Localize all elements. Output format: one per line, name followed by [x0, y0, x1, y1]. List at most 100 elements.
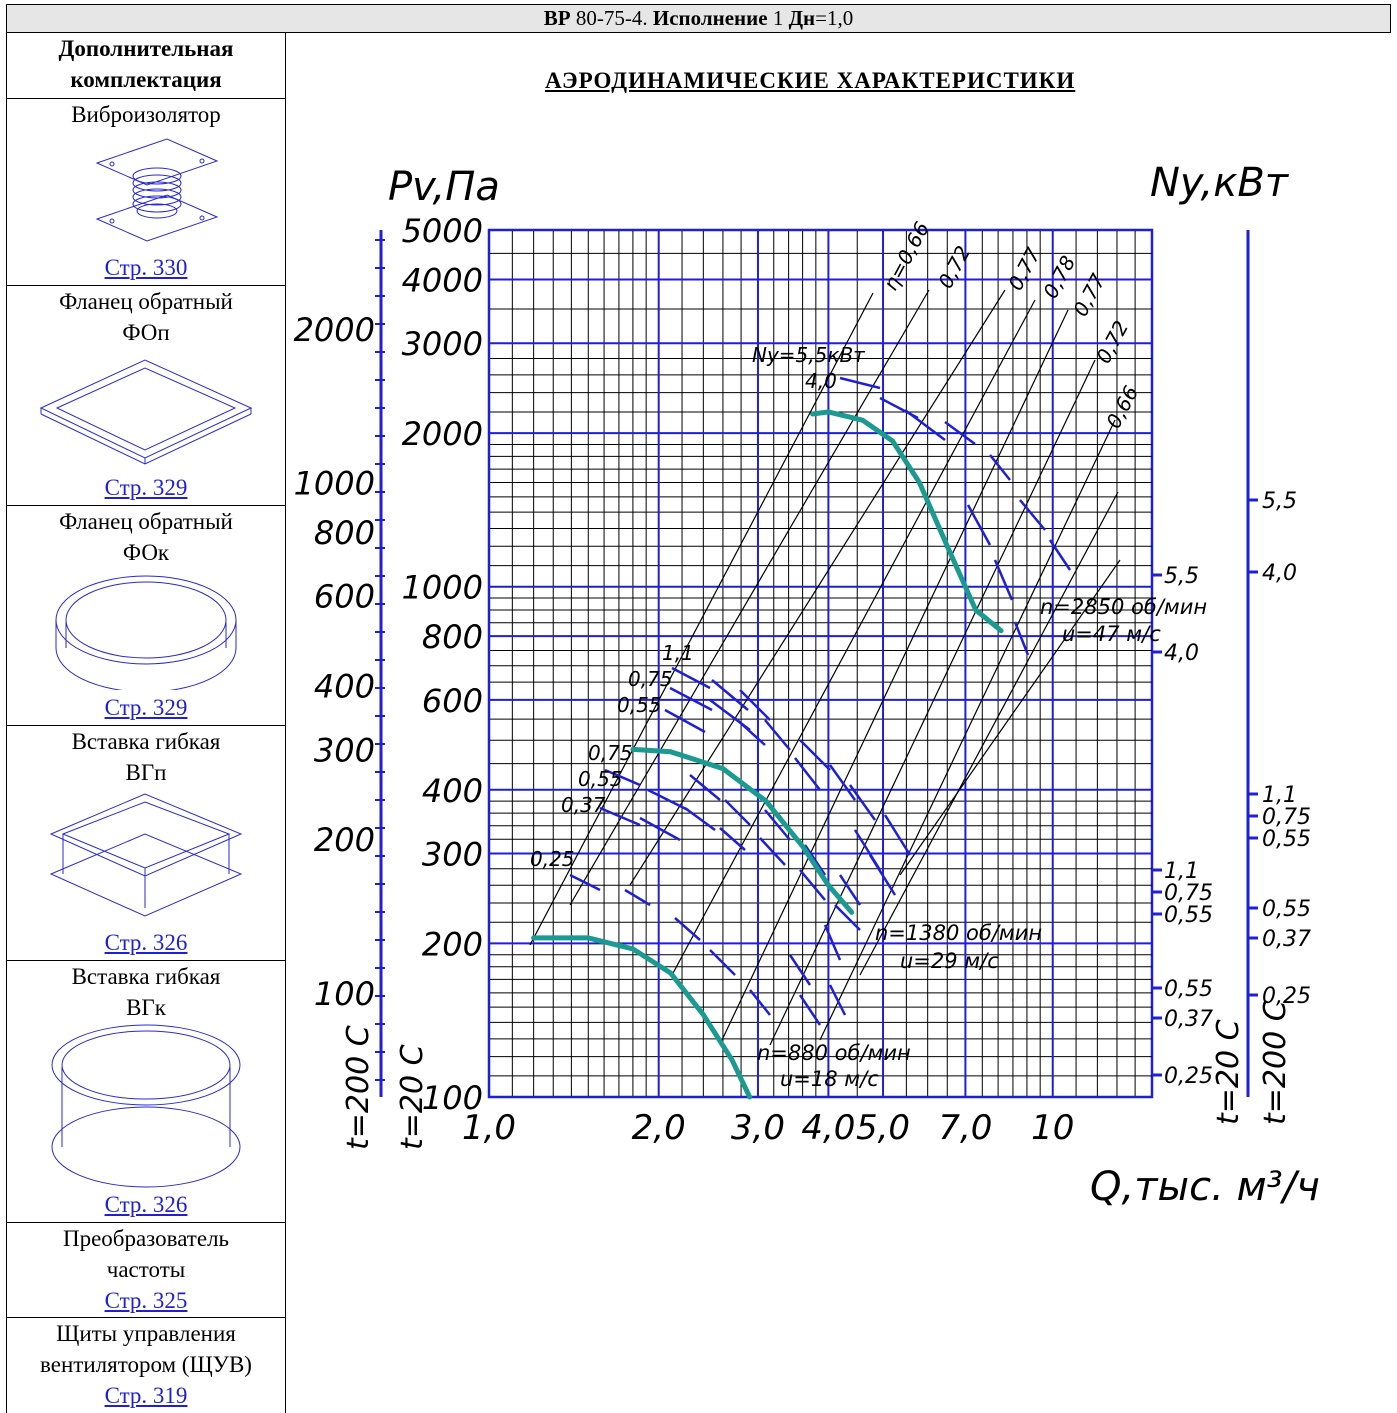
power-dash [1019, 499, 1046, 531]
y-tick-label-20c: 3000 [402, 325, 483, 363]
page-link-319[interactable]: Стр. 319 [104, 1383, 188, 1408]
model-label: ВР [543, 6, 571, 30]
accessory-title: Преобразователь [62, 1226, 230, 1251]
power-label-200c: 0,55 [1262, 827, 1311, 852]
power-label-20c: 0,25 [1164, 1064, 1213, 1089]
power-dash [759, 837, 786, 866]
power-dash [624, 888, 651, 907]
power-dash [834, 904, 861, 931]
power-dash [848, 784, 877, 821]
accessory-title: Виброизолятор [71, 102, 221, 127]
performance-curve-0 [810, 409, 1004, 634]
x-tick-label: 3,0 [731, 1108, 785, 1148]
power-dash [764, 719, 791, 751]
accessory-subtitle: вентилятором (ЩУВ) [40, 1352, 252, 1377]
power-dash [734, 717, 766, 746]
vibration-isolator-icon [95, 138, 219, 242]
power-dash [828, 764, 857, 801]
power-dash [639, 816, 681, 842]
power-dash [599, 806, 641, 827]
power-dash [868, 854, 897, 896]
rpm-label: n=1380 об/мин [875, 921, 1042, 945]
power-dash [838, 874, 862, 906]
power-dash [839, 376, 881, 390]
page-link-326[interactable]: Стр. 326 [104, 930, 188, 955]
accessory-flange-fop: Фланец обратный ФОп Стр. 329 [7, 286, 285, 506]
round-flexible-insert-icon [51, 1024, 241, 1188]
efficiency-ray [629, 289, 1006, 886]
model-size: 80-75-4. [575, 6, 648, 30]
x-axis-title: Q,тыс. м³/ч [1090, 1164, 1320, 1210]
efficiency-ray [529, 292, 874, 946]
y-tick-label-200c: 400 [314, 668, 375, 706]
power-dash [798, 994, 822, 1026]
y-tick-label-200c: 200 [314, 821, 375, 859]
page-link-330[interactable]: Стр. 330 [104, 255, 188, 280]
accessory-title: Фланец обратный [59, 509, 233, 534]
power-label-200c: 4,0 [1262, 561, 1297, 586]
speed-label: u=18 м/с [780, 1067, 879, 1091]
accessory-flex-insert-vgk: Вставка гибкая ВГк Стр. 326 [7, 961, 285, 1223]
x-tick-label: 4,0 [801, 1108, 855, 1148]
power-label-200c: 5,5 [1262, 489, 1297, 514]
temp-label-200c-left: t=200 С [341, 1025, 376, 1150]
power-dash [1013, 621, 1030, 656]
x-tick-label: 7,0 [938, 1108, 992, 1148]
accessories-heading: Дополнительная комплектация [7, 33, 285, 99]
y-tick-label-200c: 1000 [294, 465, 375, 503]
chart-title: АЭРОДИНАМИЧЕСКИЕ ХАРАКТЕРИСТИКИ [545, 68, 1076, 93]
power-dash [853, 829, 882, 871]
diameter-label: Дн [788, 6, 816, 30]
y-tick-label-20c: 400 [422, 772, 483, 810]
power-label-20c: 1,1 [1164, 859, 1199, 884]
x-tick-label: 2,0 [632, 1108, 686, 1148]
power-dash [709, 949, 736, 976]
page-link-329-b[interactable]: Стр. 329 [104, 695, 188, 720]
efficiency-ray [569, 289, 930, 906]
efficiency-ray [859, 491, 1119, 976]
efficiency-ray [721, 309, 1069, 1041]
efficiency-ray [899, 559, 1121, 876]
accessory-subtitle: ФОк [122, 540, 170, 565]
x-tick-label: 5,0 [856, 1108, 910, 1148]
power-label-curve: 0,55 [578, 767, 623, 791]
accessory-vibration-isolator: Виброизолятор Стр. 330 [7, 99, 285, 286]
page-link-326-b[interactable]: Стр. 326 [104, 1192, 188, 1217]
temp-label-20c-left: t=20 С [395, 1044, 430, 1150]
performance-curve-2 [531, 935, 753, 1100]
plot-frame [487, 228, 1154, 1099]
y-tick-label-200c: 300 [314, 731, 375, 769]
y-tick-label-20c: 5000 [402, 212, 483, 250]
power-dash [788, 954, 812, 986]
efficiency-label: 0,66 [1101, 382, 1143, 433]
efficiency-label: 0,77 [1003, 244, 1045, 295]
page-header: ВР 80-75-4. Исполнение 1 Дн=1,0 [6, 4, 1391, 33]
power-label-20c: 5,5 [1164, 564, 1199, 589]
power-dash [799, 869, 826, 901]
power-dash [1048, 539, 1072, 571]
power-dash [799, 739, 831, 771]
page-link-329[interactable]: Стр. 329 [104, 475, 188, 500]
y-axis-title: Pv,Па [388, 164, 500, 210]
power-dash [828, 984, 847, 1016]
efficiency-label: 0,72 [1091, 317, 1133, 368]
diameter-value: =1,0 [815, 6, 854, 30]
x-tick-label: 1,0 [462, 1108, 516, 1148]
efficiency-ray [671, 299, 1036, 976]
execution-label: Исполнение [652, 6, 768, 30]
power-dash [684, 806, 716, 832]
efficiency-label: 0,77 [1068, 270, 1110, 321]
power-dash [669, 686, 713, 712]
power-label-20c: 0,55 [1164, 977, 1213, 1002]
accessory-title: Щиты управления [56, 1321, 236, 1346]
power-label-20c: 0,55 [1164, 903, 1213, 928]
page-link-325[interactable]: Стр. 325 [104, 1288, 188, 1313]
power-label-200c: 0,55 [1262, 897, 1311, 922]
y-tick-label-20c: 1000 [402, 569, 483, 607]
efficiency-ray [819, 419, 1116, 1041]
speed-label: u=47 м/с [1062, 622, 1161, 646]
accessory-title: Вставка гибкая [71, 729, 221, 754]
power-dash [989, 454, 1011, 481]
y-tick-label-20c: 800 [422, 618, 483, 656]
y-tick-label-200c: 800 [314, 514, 375, 552]
